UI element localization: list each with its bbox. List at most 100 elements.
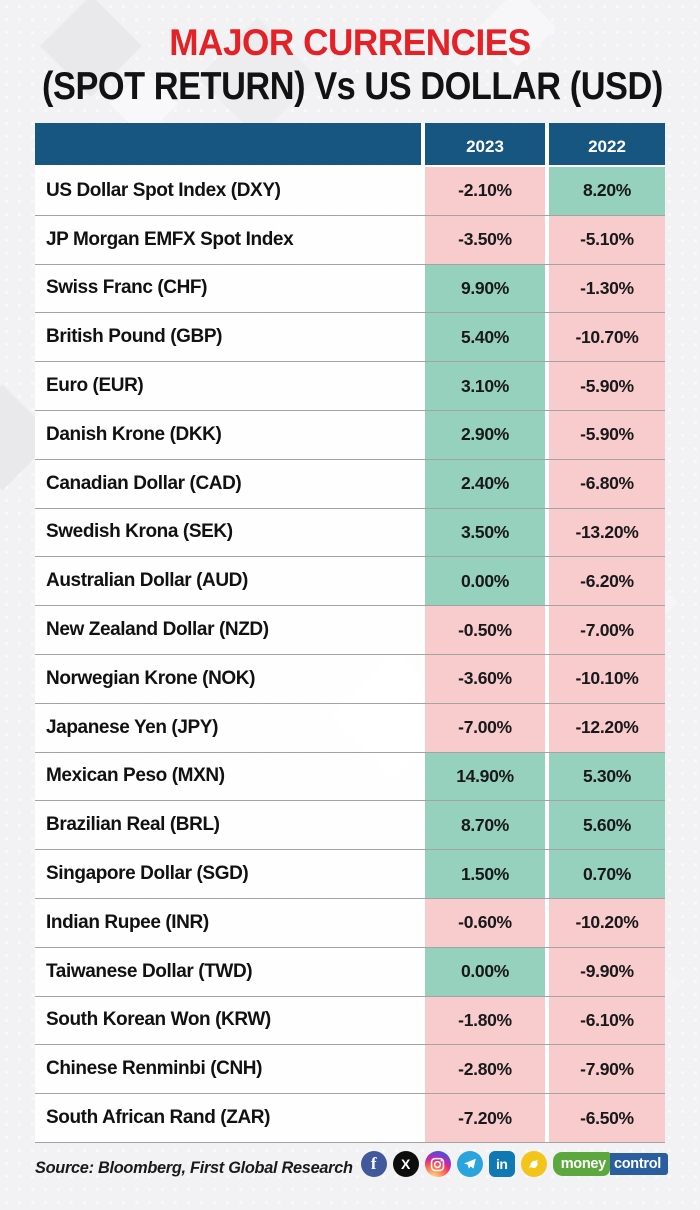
table-row: New Zealand Dollar (NZD) -0.50% -7.00%: [35, 606, 665, 655]
column-separator: [545, 215, 549, 264]
column-separator: [421, 215, 425, 264]
column-separator: [421, 362, 425, 410]
column-separator: [545, 606, 549, 654]
column-separator: [545, 947, 549, 996]
column-separator: [545, 850, 549, 898]
column-separator: [545, 264, 549, 313]
row-value-2023: -0.60%: [425, 898, 545, 947]
row-value-2022: -5.90%: [549, 362, 665, 410]
row-currency-name: Chinese Renminbi (CNH): [35, 1045, 421, 1094]
row-currency-name: Swedish Krona (SEK): [35, 508, 421, 557]
table-row: Canadian Dollar (CAD) 2.40% -6.80%: [35, 459, 665, 509]
table-rows: US Dollar Spot Index (DXY) -2.10% 8.20% JP …: [35, 167, 665, 1143]
column-separator: [545, 313, 549, 362]
column-separator: [545, 362, 549, 410]
x-twitter-icon[interactable]: X: [392, 1151, 419, 1177]
column-separator: [421, 1045, 425, 1094]
moneycontrol-control-label: control: [609, 1153, 668, 1175]
row-currency-name: Euro (EUR): [35, 362, 421, 410]
column-separator: [421, 410, 425, 459]
source-credit: Source: Bloomberg, First Global Research: [35, 1158, 353, 1177]
row-value-2022: 8.20%: [549, 167, 665, 215]
telegram-icon[interactable]: [456, 1151, 483, 1177]
row-value-2022: -6.10%: [549, 996, 665, 1045]
row-value-2023: 5.40%: [425, 313, 545, 362]
row-currency-name: Australian Dollar (AUD): [35, 557, 421, 606]
row-currency-name: Japanese Yen (JPY): [35, 703, 421, 752]
row-value-2022: -10.20%: [549, 898, 665, 947]
column-separator: [421, 654, 425, 703]
moneycontrol-logo[interactable]: money control: [552, 1152, 668, 1176]
table-row: Australian Dollar (AUD) 0.00% -6.20%: [35, 557, 665, 607]
header-2023: 2023: [466, 136, 504, 156]
row-currency-name: Norwegian Krone (NOK): [35, 654, 421, 703]
table-row: Danish Krone (DKK) 2.90% -5.90%: [35, 410, 665, 460]
row-value-2022: -6.20%: [549, 557, 665, 606]
column-separator: [545, 167, 549, 215]
linkedin-icon[interactable]: in: [488, 1151, 515, 1177]
row-value-2023: 2.40%: [425, 459, 545, 508]
row-value-2023: -2.10%: [425, 167, 545, 215]
column-separator: [545, 1045, 549, 1094]
table-row: Swedish Krona (SEK) 3.50% -13.20%: [35, 508, 665, 558]
row-value-2023: -3.60%: [425, 654, 545, 703]
column-separator: [545, 123, 549, 165]
instagram-icon[interactable]: [424, 1151, 451, 1177]
row-value-2022: -6.50%: [549, 1094, 665, 1142]
koo-icon[interactable]: [520, 1151, 547, 1177]
column-separator: [421, 123, 425, 165]
row-value-2023: 8.70%: [425, 801, 545, 850]
facebook-icon[interactable]: f: [360, 1151, 387, 1177]
row-value-2022: -13.20%: [549, 508, 665, 557]
table-row: Singapore Dollar (SGD) 1.50% 0.70%: [35, 850, 665, 899]
column-separator: [545, 410, 549, 459]
column-separator: [421, 606, 425, 654]
row-value-2022: -7.00%: [549, 606, 665, 654]
column-separator: [421, 752, 425, 801]
column-separator: [545, 654, 549, 703]
title-line-1: MAJOR CURRENCIES: [169, 22, 531, 63]
column-separator: [545, 1094, 549, 1142]
row-value-2023: -0.50%: [425, 606, 545, 654]
table-row: Taiwanese Dollar (TWD) 0.00% -9.90%: [35, 947, 665, 997]
column-separator: [421, 313, 425, 362]
column-separator: [421, 167, 425, 215]
row-value-2023: -2.80%: [425, 1045, 545, 1094]
row-currency-name: South African Rand (ZAR): [35, 1094, 421, 1142]
column-separator: [421, 1094, 425, 1142]
column-separator: [421, 850, 425, 898]
table-row: Mexican Peso (MXN) 14.90% 5.30%: [35, 752, 665, 802]
column-separator: [545, 996, 549, 1045]
table-row: Euro (EUR) 3.10% -5.90%: [35, 362, 665, 411]
column-separator: [421, 703, 425, 752]
column-separator: [421, 264, 425, 313]
table-row: Norwegian Krone (NOK) -3.60% -10.10%: [35, 654, 665, 704]
row-value-2022: -5.10%: [549, 215, 665, 264]
row-currency-name: Brazilian Real (BRL): [35, 801, 421, 850]
row-value-2022: 5.30%: [549, 752, 665, 801]
row-value-2022: -10.70%: [549, 313, 665, 362]
row-value-2022: 0.70%: [549, 850, 665, 898]
column-separator: [421, 557, 425, 606]
table-row: Brazilian Real (BRL) 8.70% 5.60%: [35, 801, 665, 851]
table-header-row: 2023 2022: [35, 123, 665, 167]
row-currency-name: Singapore Dollar (SGD): [35, 850, 421, 898]
row-currency-name: Canadian Dollar (CAD): [35, 459, 421, 508]
row-value-2023: 0.00%: [425, 557, 545, 606]
row-currency-name: Mexican Peso (MXN): [35, 752, 421, 801]
row-currency-name: Taiwanese Dollar (TWD): [35, 947, 421, 996]
row-currency-name: US Dollar Spot Index (DXY): [35, 167, 421, 215]
currency-table: 2023 2022 US Dollar Spot Index (DXY) -2.1…: [35, 123, 665, 1143]
column-separator: [421, 801, 425, 850]
page-title: MAJOR CURRENCIES (SPOT RETURN) Vs US DOL…: [0, 22, 700, 109]
column-separator: [421, 508, 425, 557]
column-separator: [545, 898, 549, 947]
column-separator: [421, 996, 425, 1045]
row-currency-name: New Zealand Dollar (NZD): [35, 606, 421, 654]
row-value-2023: 9.90%: [425, 264, 545, 313]
column-separator: [545, 459, 549, 508]
table-row: US Dollar Spot Index (DXY) -2.10% 8.20%: [35, 167, 665, 216]
column-separator: [421, 898, 425, 947]
row-value-2023: 2.90%: [425, 410, 545, 459]
table-row: Japanese Yen (JPY) -7.00% -12.20%: [35, 703, 665, 753]
